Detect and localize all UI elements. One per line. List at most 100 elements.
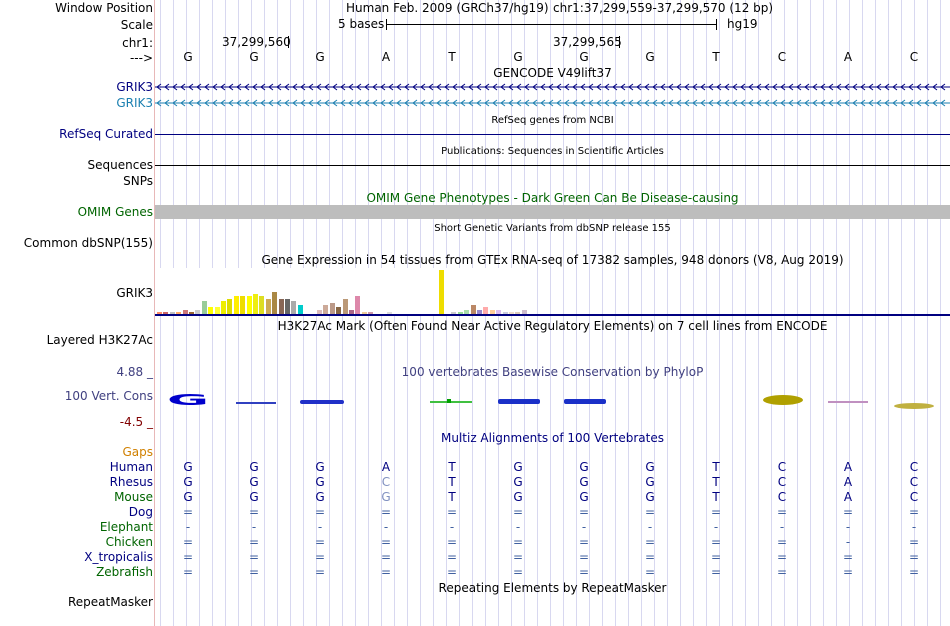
gtex-bar[interactable]: [233, 296, 239, 314]
gtex-title[interactable]: Gene Expression in 54 tissues from GTEx …: [261, 253, 844, 267]
alignment-base: =: [842, 550, 854, 564]
cons-label[interactable]: 100 Vert. Cons: [64, 389, 153, 403]
strand-arrow-mark: [748, 99, 754, 107]
gtex-bar[interactable]: [189, 312, 194, 314]
gtex-bar[interactable]: [438, 270, 444, 314]
species-label[interactable]: Zebrafish: [96, 565, 153, 579]
gtex-bar[interactable]: [349, 310, 354, 314]
strand-arrow-mark: [868, 83, 874, 91]
gtex-bar[interactable]: [278, 299, 284, 314]
species-label[interactable]: Chicken: [105, 535, 153, 549]
gtex-bar[interactable]: [515, 312, 521, 314]
species-label[interactable]: X_tropicalis: [84, 550, 153, 564]
gtex-bar[interactable]: [227, 299, 233, 314]
strand-arrow-mark: [580, 99, 586, 107]
strand-arrow-mark: [940, 99, 946, 107]
h3k27ac-title[interactable]: H3K27Ac Mark (Often Found Near Active Re…: [277, 319, 828, 333]
alignment-base: T: [448, 460, 456, 474]
alignment-base: =: [512, 505, 524, 519]
gtex-bar[interactable]: [265, 299, 271, 314]
publications-title[interactable]: Publications: Sequences in Scientific Ar…: [441, 146, 664, 157]
species-label[interactable]: Dog: [128, 505, 153, 519]
gtex-bar[interactable]: [291, 301, 297, 314]
gtex-bar[interactable]: [470, 305, 476, 314]
omim-label[interactable]: OMIM Genes: [77, 205, 153, 219]
gtex-bar[interactable]: [502, 312, 508, 314]
window-position: chr1:37,299,559-37,299,570 (12 bp): [553, 1, 774, 15]
gtex-bar[interactable]: [361, 312, 367, 314]
strand-arrow-mark: [556, 99, 562, 107]
gtex-bar[interactable]: [477, 310, 482, 314]
gtex-bar[interactable]: [387, 312, 393, 314]
gencode-item-1[interactable]: GRIK3: [116, 80, 153, 94]
dbsnp-label[interactable]: Common dbSNP(155): [23, 236, 153, 250]
gencode-item-2[interactable]: GRIK3: [116, 96, 153, 110]
gtex-bar[interactable]: [489, 310, 495, 314]
h3k27ac-label[interactable]: Layered H3K27Ac: [46, 333, 153, 347]
gtex-bar[interactable]: [483, 307, 489, 314]
coordinate-2-tick: [619, 36, 620, 48]
gtex-bar[interactable]: [355, 296, 361, 314]
gtex-bar[interactable]: [208, 307, 214, 314]
species-label[interactable]: Human: [109, 460, 153, 474]
cons-title[interactable]: 100 vertebrates Basewise Conservation by…: [401, 365, 704, 379]
strand-arrow-mark: [828, 99, 834, 107]
multiz-title[interactable]: Multiz Alignments of 100 Vertebrates: [440, 431, 665, 445]
gtex-bar[interactable]: [509, 312, 514, 314]
gaps-label[interactable]: Gaps: [122, 445, 153, 459]
refseq-title[interactable]: RefSeq genes from NCBI: [491, 115, 614, 126]
strand-arrow-mark: [940, 83, 946, 91]
strand-arrow-mark: [884, 99, 890, 107]
alignment-base: -: [449, 520, 455, 534]
gtex-bar[interactable]: [342, 299, 348, 314]
repeat-label[interactable]: RepeatMasker: [67, 595, 153, 609]
gtex-bar[interactable]: [272, 292, 278, 314]
strand-arrow-mark: [716, 83, 722, 91]
gtex-bar[interactable]: [317, 310, 322, 314]
gtex-bar[interactable]: [457, 312, 463, 314]
gtex-label[interactable]: GRIK3: [116, 286, 153, 300]
gtex-bar[interactable]: [323, 305, 329, 314]
gtex-bar[interactable]: [521, 310, 527, 314]
gtex-bar[interactable]: [157, 312, 162, 314]
gtex-bar[interactable]: [240, 296, 246, 314]
gtex-bar[interactable]: [182, 310, 188, 314]
gtex-bar[interactable]: [336, 307, 342, 314]
strand-arrow-mark: [604, 99, 610, 107]
omim-gene-block[interactable]: [155, 205, 950, 219]
gtex-bar[interactable]: [329, 303, 335, 314]
gtex-bar[interactable]: [259, 296, 265, 314]
gtex-bar[interactable]: [214, 307, 220, 314]
species-label[interactable]: Elephant: [99, 520, 153, 534]
gencode-title[interactable]: GENCODE V49lift37: [493, 66, 612, 80]
gtex-bar[interactable]: [246, 296, 252, 314]
gtex-bar[interactable]: [451, 312, 457, 314]
publications-label[interactable]: Sequences: [87, 158, 153, 172]
gtex-bar[interactable]: [201, 301, 207, 314]
gtex-bar[interactable]: [221, 301, 226, 314]
gtex-bar[interactable]: [297, 305, 303, 314]
refseq-label[interactable]: RefSeq Curated: [59, 127, 153, 141]
gtex-bar[interactable]: [285, 299, 290, 314]
gtex-bar[interactable]: [368, 312, 374, 314]
strand-arrow-mark: [876, 83, 882, 91]
strand-arrow-mark: [684, 99, 690, 107]
base-letter: C: [777, 50, 787, 64]
gtex-bar[interactable]: [496, 310, 502, 314]
gtex-bar[interactable]: [253, 294, 258, 314]
refseq-gene-line[interactable]: [155, 134, 950, 135]
gtex-bar[interactable]: [195, 310, 201, 314]
species-label[interactable]: Rhesus: [109, 475, 153, 489]
gtex-bar[interactable]: [163, 312, 169, 314]
species-label[interactable]: Mouse: [114, 490, 153, 504]
cons-max: 4.88 _: [116, 365, 153, 379]
gtex-bar[interactable]: [169, 312, 175, 314]
repeat-title[interactable]: Repeating Elements by RepeatMasker: [438, 581, 667, 595]
gtex-bar[interactable]: [464, 310, 470, 314]
strand-arrow-mark: [684, 83, 690, 91]
publications-line[interactable]: [155, 165, 950, 166]
snps-label[interactable]: SNPs: [123, 174, 153, 188]
omim-title[interactable]: OMIM Gene Phenotypes - Dark Green Can Be…: [366, 191, 739, 205]
dbsnp-title[interactable]: Short Genetic Variants from dbSNP releas…: [434, 223, 671, 234]
gtex-bar[interactable]: [176, 312, 182, 314]
